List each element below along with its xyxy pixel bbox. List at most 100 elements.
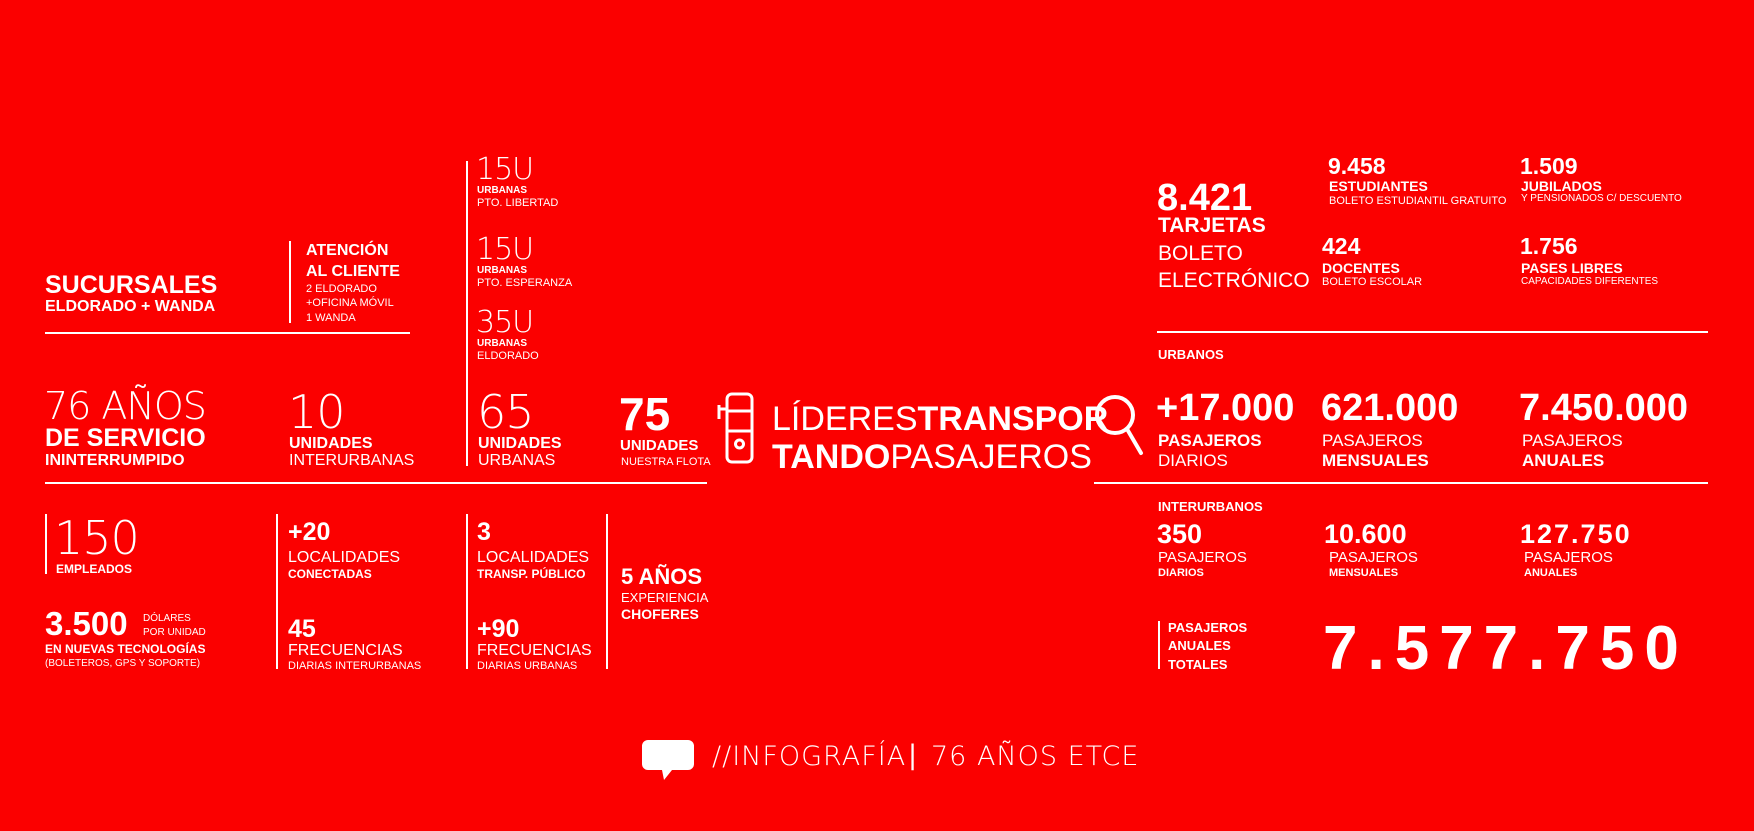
- frecuencias-interurbanas-line2: DIARIAS INTERURBANAS: [288, 660, 422, 672]
- urbanas-libertad-place: PTO. LIBERTAD: [477, 197, 559, 209]
- urbanos-anuales-line1: PASAJEROS: [1522, 431, 1623, 450]
- center-title-line1: LÍDERESTRANSPOR: [772, 402, 1108, 436]
- urbanas-eldorado-place: ELDORADO: [477, 350, 539, 362]
- sucursales-subtitle: ELDORADO + WANDA: [45, 298, 216, 315]
- center-word-transpor: TRANSPOR: [917, 400, 1109, 438]
- center-word-lideres: LÍDERES: [772, 400, 918, 438]
- flota-number: 75: [619, 388, 671, 440]
- flota-line1: UNIDADES: [620, 437, 699, 454]
- tecnologia-line1: EN NUEVAS TECNOLOGÍAS: [45, 642, 206, 656]
- estudiantes-number: 9.458: [1328, 153, 1386, 179]
- frecuencias-interurbanas-line1: FRECUENCIAS: [288, 642, 403, 659]
- urbanas-units-number: 65: [477, 385, 535, 439]
- frecuencias-interurbanas-number: 45: [288, 615, 316, 643]
- interurbanos-anuales-line2: ANUALES: [1524, 567, 1578, 579]
- divider: [606, 514, 608, 669]
- localidades-conectadas-line2: CONECTADAS: [288, 567, 372, 581]
- localidades-conectadas-line1: LOCALIDADES: [288, 549, 401, 566]
- anios-servicio-line2: ININTERRUMPIDO: [45, 452, 185, 469]
- interurbanos-anuales-number: 127.750: [1520, 519, 1632, 549]
- sucursales-title: SUCURSALES: [45, 271, 218, 299]
- atencion-detail-3: 1 WANDA: [306, 312, 356, 324]
- urbanos-anuales-line2: ANUALES: [1522, 451, 1605, 470]
- atencion-detail-1: 2 ELDORADO: [306, 283, 377, 295]
- divider: [1158, 621, 1160, 669]
- totales-line2: ANUALES: [1168, 638, 1231, 653]
- frecuencias-urbanas-line1: FRECUENCIAS: [477, 642, 592, 659]
- interurbanos-mensuales-line1: PASAJEROS: [1329, 549, 1418, 566]
- tecnologia-unit-1: DÓLARES: [143, 613, 191, 624]
- divider: [45, 482, 707, 484]
- interurbanos-heading: INTERURBANOS: [1158, 499, 1263, 514]
- urbanos-diarios-line1: PASAJEROS: [1158, 431, 1262, 450]
- divider: [276, 514, 278, 669]
- divider: [1094, 482, 1708, 484]
- divider: [45, 514, 47, 574]
- footer-subtitle: 76 AÑOS ETCE: [931, 741, 1140, 772]
- interurbanos-diarios-line2: DIARIOS: [1158, 567, 1204, 579]
- tecnologia-line2: (BOLETEROS, GPS Y SOPORTE): [45, 658, 201, 669]
- jubilados-line2: Y PENSIONADOS C/ DESCUENTO: [1521, 193, 1682, 204]
- estudiantes-line2: BOLETO ESTUDIANTIL GRATUITO: [1329, 195, 1507, 207]
- urbanas-eldorado-label: URBANAS: [477, 338, 527, 349]
- urbanas-esperanza-place: PTO. ESPERANZA: [477, 277, 573, 289]
- localidades-tp-line1: LOCALIDADES: [477, 549, 590, 566]
- interurbanas-units-number: 10: [288, 385, 346, 439]
- urbanos-mensuales-number: 621.000: [1321, 387, 1459, 429]
- totales-number: 7.577.750: [1323, 614, 1689, 683]
- atencion-line2: AL CLIENTE: [306, 263, 400, 280]
- anios-servicio-number: 76 AÑOS: [44, 384, 207, 428]
- divider: [466, 161, 468, 466]
- urbanas-libertad-count: 15U: [476, 152, 534, 187]
- localidades-tp-number: 3: [477, 518, 491, 546]
- divider: [466, 514, 468, 669]
- footer-infografia: //INFOGRAFÍA: [712, 741, 907, 772]
- interurbanos-diarios-line1: PASAJEROS: [1158, 549, 1247, 566]
- flota-line2: NUESTRA FLOTA: [621, 456, 711, 468]
- pases-line1: PASES LIBRES: [1521, 260, 1623, 276]
- jubilados-number: 1.509: [1520, 153, 1578, 179]
- interurbanos-diarios-number: 350: [1157, 519, 1203, 549]
- urbanas-eldorado-count: 35U: [476, 305, 534, 340]
- tarjetas-number: 8.421: [1157, 177, 1253, 219]
- chat-bubble-icon: [640, 738, 696, 786]
- urbanas-libertad-label: URBANAS: [477, 185, 527, 196]
- center-word-pasajeros: PASAJEROS: [890, 438, 1092, 476]
- center-title-line2: TANDOPASAJEROS: [772, 440, 1092, 474]
- urbanos-mensuales-line2: MENSUALES: [1322, 451, 1429, 470]
- docentes-line2: BOLETO ESCOLAR: [1322, 276, 1423, 288]
- interurbanos-anuales-line1: PASAJEROS: [1524, 549, 1613, 566]
- search-icon: [1093, 393, 1145, 461]
- empleados-number: 150: [54, 511, 140, 565]
- experiencia-number: 5 AÑOS: [621, 564, 703, 589]
- interurbanas-units-line2: INTERURBANAS: [289, 452, 415, 469]
- docentes-line1: DOCENTES: [1322, 260, 1400, 276]
- atencion-line1: ATENCIÓN: [306, 242, 389, 259]
- localidades-tp-line2: TRANSP. PÚBLICO: [477, 567, 586, 581]
- urbanas-esperanza-count: 15U: [476, 232, 534, 267]
- pases-number: 1.756: [1520, 233, 1578, 259]
- urbanas-units-line1: UNIDADES: [478, 435, 562, 452]
- footer-separator: |: [908, 740, 918, 771]
- jubilados-line1: JUBILADOS: [1521, 178, 1602, 194]
- center-word-tando: TANDO: [772, 438, 891, 476]
- bus-icon: [717, 391, 755, 471]
- totales-line3: TOTALES: [1168, 657, 1228, 672]
- estudiantes-line1: ESTUDIANTES: [1329, 178, 1428, 194]
- anios-servicio-line1: DE SERVICIO: [45, 424, 206, 452]
- tarjetas-line1: TARJETAS: [1158, 214, 1266, 237]
- localidades-conectadas-number: +20: [288, 518, 331, 546]
- urbanos-heading: URBANOS: [1158, 347, 1224, 362]
- experiencia-line2: CHOFERES: [621, 606, 699, 622]
- atencion-detail-2: +OFICINA MÓVIL: [306, 297, 394, 309]
- urbanas-units-line2: URBANAS: [478, 452, 556, 469]
- interurbanas-units-line1: UNIDADES: [289, 435, 373, 452]
- tarjetas-line2: BOLETO: [1158, 242, 1243, 265]
- urbanos-diarios-number: +17.000: [1156, 387, 1295, 429]
- docentes-number: 424: [1322, 233, 1361, 259]
- frecuencias-urbanas-line2: DIARIAS URBANAS: [477, 660, 578, 672]
- pases-line2: CAPACIDADES DIFERENTES: [1521, 276, 1659, 287]
- empleados-label: EMPLEADOS: [56, 562, 133, 576]
- experiencia-line1: EXPERIENCIA: [621, 590, 709, 605]
- totales-line1: PASAJEROS: [1168, 620, 1248, 635]
